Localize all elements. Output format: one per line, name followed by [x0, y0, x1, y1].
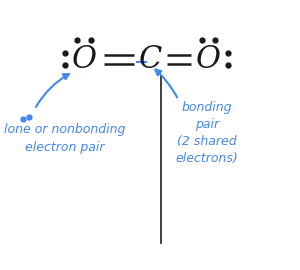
Text: bonding: bonding: [182, 102, 232, 114]
Text: electrons): electrons): [176, 152, 239, 165]
Text: C: C: [138, 44, 162, 75]
Text: O: O: [71, 44, 97, 75]
Text: lone or nonbonding: lone or nonbonding: [4, 123, 125, 136]
Text: electron pair: electron pair: [25, 141, 104, 154]
Text: (2 shared: (2 shared: [177, 135, 237, 148]
Text: O: O: [196, 44, 221, 75]
Text: pair: pair: [195, 118, 219, 131]
